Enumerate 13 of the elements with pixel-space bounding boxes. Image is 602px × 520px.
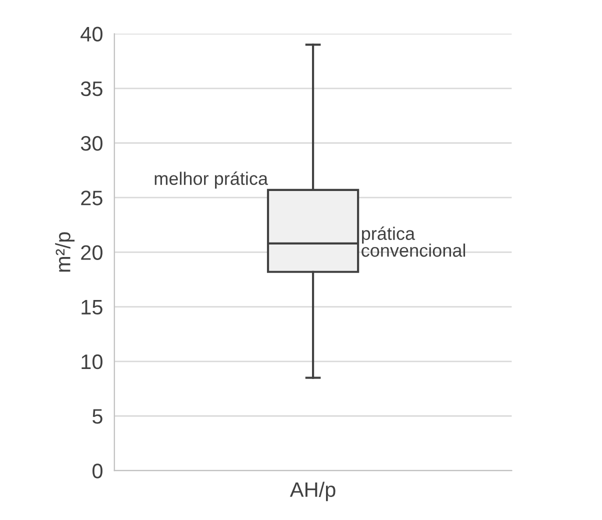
annotation: prática convencional <box>362 226 466 257</box>
y-tick-label: 40 <box>80 26 102 42</box>
y-tick-label: 25 <box>81 190 102 206</box>
y-tick-label: 15 <box>82 300 102 315</box>
y-tick-label: 20 <box>81 245 102 260</box>
y-tick-label: 0 <box>92 464 102 478</box>
y-tick-label: 35 <box>80 81 102 96</box>
y-tick-label: 5 <box>92 409 102 424</box>
x-tick-label: AH/p <box>290 482 336 502</box>
annotation: melhor prática <box>154 172 268 189</box>
y-tick-label: 30 <box>80 136 102 151</box>
y-tick-label: 10 <box>82 354 102 370</box>
y-axis-title: m²/p <box>55 232 75 272</box>
